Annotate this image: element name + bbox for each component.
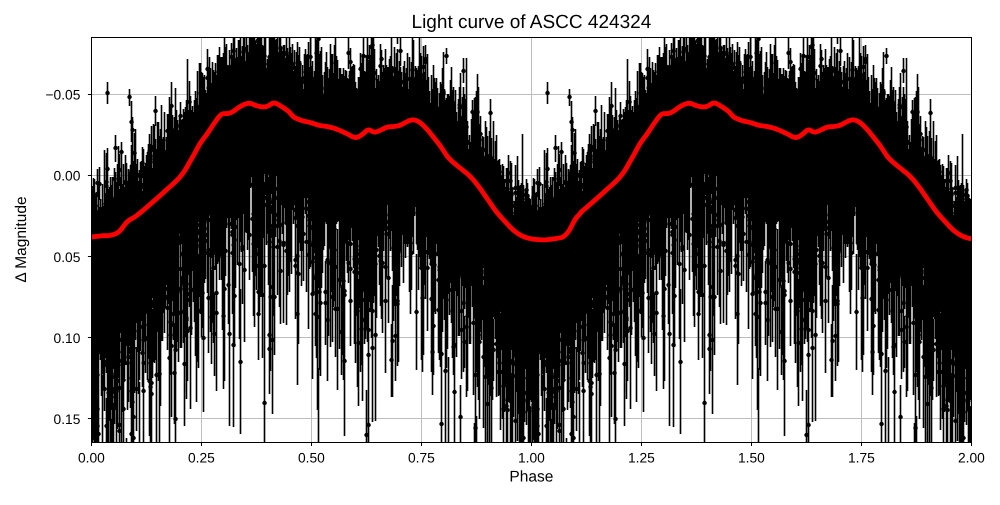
svg-text:0.10: 0.10 (54, 331, 81, 346)
svg-text:0.05: 0.05 (54, 250, 81, 265)
svg-text:0.25: 0.25 (188, 451, 215, 466)
svg-text:0.15: 0.15 (54, 412, 81, 427)
svg-text:2.00: 2.00 (958, 451, 985, 466)
svg-text:1.00: 1.00 (518, 451, 545, 466)
svg-text:0.50: 0.50 (298, 451, 325, 466)
svg-text:1.25: 1.25 (628, 451, 655, 466)
svg-text:0.75: 0.75 (408, 451, 435, 466)
svg-text:0.00: 0.00 (78, 451, 105, 466)
svg-text:Phase: Phase (509, 469, 553, 486)
svg-text:1.50: 1.50 (738, 451, 765, 466)
svg-text:Δ Magnitude: Δ Magnitude (13, 196, 30, 282)
svg-text:1.75: 1.75 (848, 451, 875, 466)
svg-text:0.00: 0.00 (54, 169, 81, 184)
svg-text:−0.05: −0.05 (45, 88, 80, 103)
svg-text:Light curve of ASCC 424324: Light curve of ASCC 424324 (412, 12, 652, 33)
